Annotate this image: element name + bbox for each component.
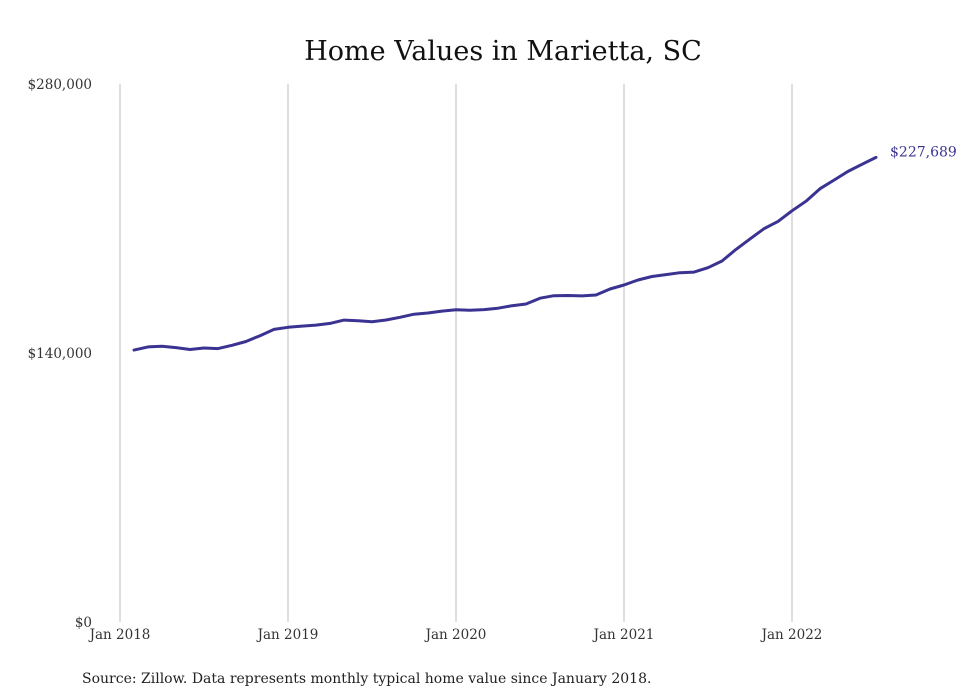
series-line-home-value — [132, 155, 878, 352]
chart-title: Home Values in Marietta, SC — [304, 36, 702, 67]
y-tick-label: $140,000 — [28, 346, 92, 362]
y-axis-ticks: $0 $140,000 $280,000 — [28, 77, 92, 631]
gridlines — [119, 84, 793, 622]
x-tick-label: Jan 2022 — [760, 627, 823, 643]
x-axis-ticks: Jan 2018 Jan 2019 Jan 2020 Jan 2021 Jan 2022 — [88, 627, 823, 643]
y-tick-label: $0 — [75, 615, 92, 631]
x-tick-label: Jan 2020 — [424, 627, 487, 643]
end-value-label: $227,689 — [890, 144, 957, 160]
x-tick-label: Jan 2019 — [256, 627, 319, 643]
x-tick-label: Jan 2018 — [88, 627, 151, 643]
y-tick-label: $280,000 — [28, 77, 92, 93]
x-tick-label: Jan 2021 — [592, 627, 655, 643]
source-note: Source: Zillow. Data represents monthly … — [82, 671, 651, 687]
